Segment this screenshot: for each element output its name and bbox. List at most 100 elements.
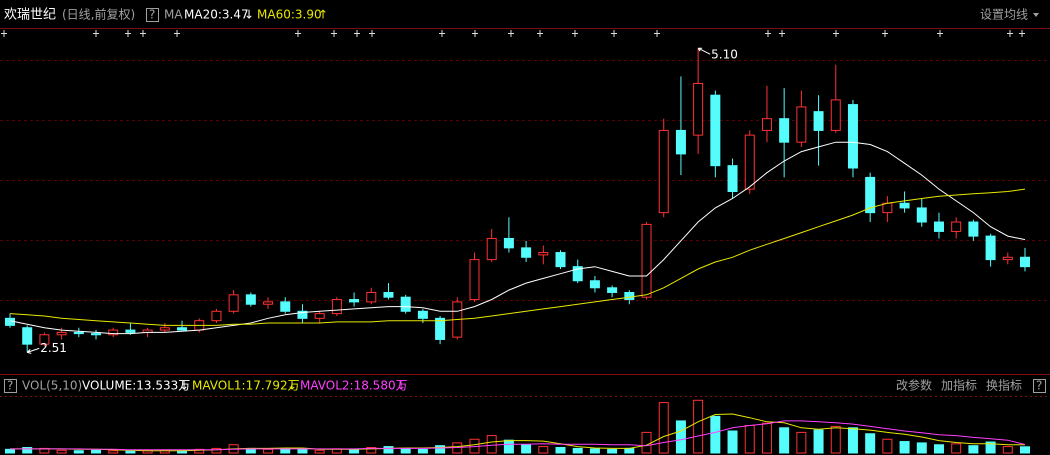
volume-bar	[22, 447, 33, 454]
help[interactable]: ?	[7, 379, 13, 393]
annotation: 5.10	[711, 48, 738, 62]
volume-bar	[865, 433, 876, 454]
volume-bar	[847, 427, 858, 454]
volume-legend: VOLUME:13.533万	[82, 379, 190, 393]
volume-bar	[211, 447, 222, 454]
volume-bar	[675, 420, 686, 454]
event-marker	[611, 30, 617, 37]
candle-body	[91, 333, 102, 336]
event-marker	[174, 30, 180, 37]
event-marker	[295, 30, 301, 37]
candle-body	[280, 301, 291, 312]
candle-body	[383, 291, 394, 298]
candle-body	[882, 202, 893, 214]
candle-body	[314, 313, 325, 319]
candle-body	[349, 299, 360, 303]
candle-body	[366, 291, 377, 303]
candle-body	[813, 111, 824, 131]
volume-bar	[693, 399, 704, 454]
help-box[interactable]	[4, 379, 17, 393]
volume-bar	[916, 442, 927, 454]
candle-body	[985, 235, 996, 261]
volume-bar	[641, 431, 652, 454]
event-marker	[779, 30, 785, 37]
volume-bar	[503, 439, 514, 454]
stock-name: 欢瑞世纪	[4, 8, 56, 23]
volume-bar	[933, 444, 944, 454]
mavol-line	[10, 413, 1025, 452]
volume-bar	[383, 446, 394, 454]
volume-bar	[73, 450, 84, 454]
period: (日线,前复权)	[62, 7, 135, 22]
event-marker	[1007, 30, 1013, 37]
volume-bar	[366, 447, 377, 454]
help[interactable]: ?	[149, 8, 155, 22]
volume-arrow: ↓	[179, 379, 189, 393]
volume-bar	[951, 443, 962, 454]
candle-body	[865, 176, 876, 214]
candle-body	[830, 99, 841, 131]
candle-body	[916, 207, 927, 223]
volume-bar	[486, 435, 497, 454]
help-box[interactable]	[1033, 379, 1046, 393]
volume-bar	[624, 447, 635, 454]
candle-body	[108, 329, 119, 336]
candle-body	[39, 334, 50, 345]
volume-bar	[744, 425, 755, 454]
candle-body	[1002, 256, 1013, 261]
candle-body	[22, 327, 33, 345]
candle-body	[486, 237, 497, 261]
volume-bar	[1002, 446, 1013, 454]
volume-bar	[125, 450, 136, 454]
candle-body	[1020, 256, 1030, 268]
volume-bar	[297, 448, 308, 454]
volume-bar	[572, 447, 583, 454]
volume-bar	[5, 448, 15, 454]
volume-bar	[727, 430, 738, 454]
candle-body	[245, 294, 256, 305]
volume-bar	[710, 415, 721, 454]
candle-body	[641, 223, 652, 298]
event-marker	[937, 30, 943, 37]
mavol2-legend: MAVOL2:18.580万	[300, 379, 408, 393]
annotation-arrow	[26, 347, 40, 354]
candle-body	[73, 331, 84, 335]
volume-bar	[589, 448, 600, 454]
volume-bar	[882, 438, 893, 454]
volume-bar	[761, 422, 772, 454]
candle-body	[779, 118, 790, 143]
help[interactable]: ?	[1036, 379, 1042, 393]
ma-line	[9, 141, 1026, 335]
candle-body	[177, 327, 188, 331]
event-marker	[654, 30, 660, 37]
button[interactable]: 改参数	[896, 378, 932, 393]
ma20-legend: MA20:3.47	[184, 8, 249, 22]
help-box[interactable]	[146, 8, 159, 22]
candle-body	[331, 299, 342, 315]
candle-body	[538, 252, 549, 256]
button[interactable]: 换指标	[986, 378, 1022, 393]
event-marker	[331, 30, 337, 37]
dropdown-icon[interactable]	[1033, 13, 1039, 17]
volume-bar	[796, 431, 807, 454]
candle-body	[435, 317, 446, 340]
volume-bar	[521, 444, 532, 454]
candle-body	[658, 129, 669, 214]
settings[interactable]: 设置均线	[980, 8, 1028, 22]
candle-body	[847, 104, 858, 169]
button[interactable]: 加指标	[941, 378, 977, 393]
event-marker	[140, 30, 146, 37]
candle-body	[297, 310, 308, 319]
event-marker	[833, 30, 839, 37]
volume-bar	[263, 448, 274, 454]
candle-body	[607, 287, 618, 293]
candle-body	[675, 129, 686, 155]
event-marker	[354, 30, 360, 37]
event-marker	[765, 30, 771, 37]
event-marker	[125, 30, 131, 37]
candle-body	[710, 94, 721, 167]
volume-bar	[607, 448, 618, 454]
